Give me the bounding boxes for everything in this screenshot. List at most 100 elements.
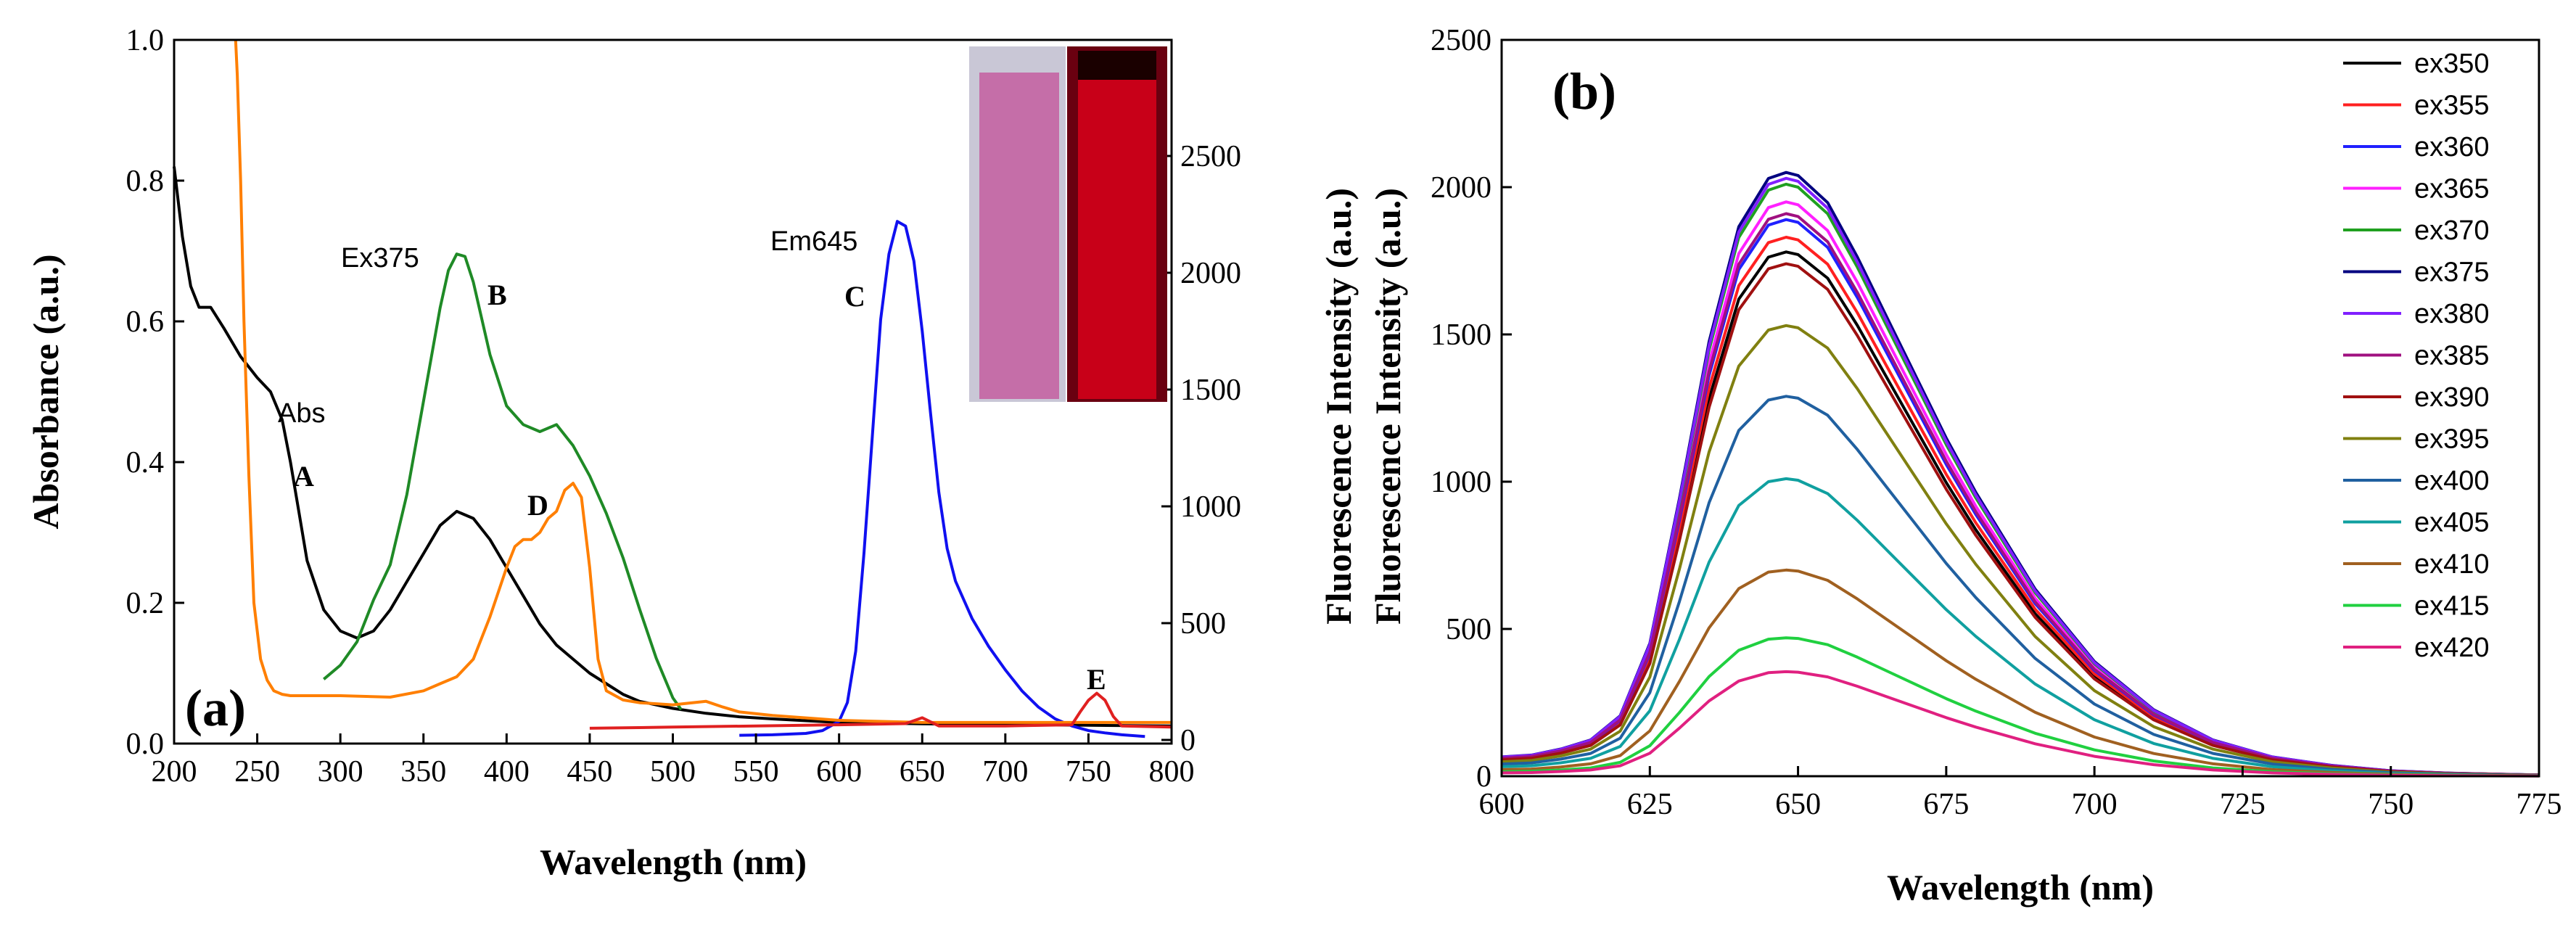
panel-a-series-5	[589, 691, 1172, 730]
a-y-tick-label: 0.8	[126, 165, 165, 198]
panel-a-y-right-ticks: 0 500 1000 1500 2000 2500	[1161, 140, 1241, 757]
b-x-tick-label: 600	[1479, 788, 1525, 821]
a-y-tick-label: 1.0	[126, 24, 165, 57]
panel-b-series-ex380	[1501, 176, 2540, 777]
b-y-tick-label: 2500	[1431, 24, 1491, 57]
legend-label-ex390: ex390	[2414, 382, 2490, 413]
cuvette-daylight	[979, 73, 1059, 399]
b-x-tick-label: 775	[2517, 788, 2562, 821]
legend-label-ex355: ex355	[2414, 91, 2490, 121]
legend-label-ex395: ex395	[2414, 424, 2490, 455]
legend-label-ex360: ex360	[2414, 132, 2490, 162]
legend-label-ex375: ex375	[2414, 258, 2490, 288]
panel-b-series-ex415	[1501, 636, 2540, 778]
a-x-tick-label: 200	[152, 755, 197, 789]
a-y2-tick-label: 2500	[1180, 140, 1241, 173]
legend-label-ex415: ex415	[2414, 591, 2490, 622]
panel-b-x-axis-label: Wavelength (nm)	[1887, 867, 2154, 908]
annotation-c: C	[844, 280, 865, 313]
b-x-tick-label: 700	[2072, 788, 2118, 821]
a-x-tick-label: 650	[900, 755, 945, 789]
panel-b-series-ex410	[1501, 568, 2540, 778]
panel-b-series	[1501, 170, 2540, 778]
b-y-tick-label: 2000	[1431, 171, 1491, 205]
panel-a-series-1	[173, 166, 1172, 728]
b-y-tick-label: 1000	[1431, 466, 1491, 499]
legend-label-ex350: ex350	[2414, 49, 2490, 79]
panel-b-series-ex385	[1501, 212, 2540, 777]
cuvette-uv-cap	[1078, 51, 1156, 80]
panel-b-series-ex405	[1501, 477, 2540, 778]
panel-b-y-ticks: 0 500 1000 1500 2000 2500	[1431, 24, 1512, 794]
a-y2-tick-label: 0	[1180, 724, 1196, 757]
a-y2-tick-label: 500	[1180, 607, 1226, 641]
cuvette-uv	[1078, 73, 1156, 399]
panel-a-series-4	[234, 39, 1172, 724]
b-y-tick-label: 500	[1446, 613, 1491, 646]
panel-a-y-left-label: Absorbance (a.u.)	[25, 254, 66, 529]
annotation-ex375: Ex375	[341, 243, 419, 273]
a-x-tick-label: 700	[982, 755, 1028, 789]
a-x-tick-label: 800	[1149, 755, 1195, 789]
a-y-tick-label: 0.4	[126, 446, 165, 480]
legend-label-ex380: ex380	[2414, 299, 2490, 329]
a-y-tick-label: 0.0	[126, 728, 165, 761]
b-x-tick-label: 725	[2220, 788, 2266, 821]
a-x-tick-label: 400	[484, 755, 530, 789]
a-x-tick-label: 750	[1066, 755, 1111, 789]
panel-a-series-2	[323, 252, 683, 711]
a-x-tick-label: 450	[567, 755, 612, 789]
panel-b-series-ex365	[1501, 200, 2540, 777]
panel-b-series-ex395	[1501, 324, 2540, 777]
panel-a-label: (a)	[185, 679, 246, 737]
a-x-tick-label: 550	[733, 755, 779, 789]
legend-label-ex370: ex370	[2414, 215, 2490, 246]
panel-b-x-ticks: 600 625 650 675 700 725 750 775	[1479, 766, 2562, 821]
panel-a: 200 250 300 350 400 450 500 550 600 650 700 750 800 …	[25, 24, 1359, 882]
annotation-em645: Em645	[770, 226, 857, 257]
panel-b-y-axis-label: Fluorescence Intensity (a.u.)	[1367, 188, 1408, 625]
panel-a-y-right-label: Fluorescence Intensity (a.u.)	[1318, 188, 1359, 625]
a-y2-tick-label: 2000	[1180, 257, 1241, 290]
cuvette-inset	[969, 46, 1167, 402]
a-y2-tick-label: 1500	[1180, 374, 1241, 407]
b-x-tick-label: 675	[1923, 788, 1969, 821]
b-x-tick-label: 650	[1775, 788, 1821, 821]
legend-label-ex365: ex365	[2414, 174, 2490, 205]
legend-label-ex385: ex385	[2414, 341, 2490, 371]
a-y2-tick-label: 1000	[1180, 490, 1241, 524]
panel-a-series-3	[739, 220, 1145, 738]
panel-b-series-ex375	[1501, 170, 2540, 777]
panel-a-x-ticks: 200 250 300 350 400 450 500 550 600 650 700 750 800	[152, 733, 1195, 789]
panel-a-series	[173, 39, 1172, 738]
a-x-tick-label: 250	[234, 755, 280, 789]
legend-label-ex410: ex410	[2414, 549, 2490, 580]
panel-b-series-ex420	[1501, 670, 2540, 778]
b-x-tick-label: 750	[2368, 788, 2414, 821]
b-y-tick-label: 1500	[1431, 318, 1491, 352]
panel-a-x-axis-label: Wavelength (nm)	[540, 841, 807, 882]
panel-b-label: (b)	[1552, 62, 1616, 120]
legend-label-ex400: ex400	[2414, 466, 2490, 496]
a-x-tick-label: 500	[650, 755, 696, 789]
b-y-tick-label: 0	[1476, 760, 1491, 794]
legend-label-ex420: ex420	[2414, 633, 2490, 663]
annotation-e: E	[1087, 663, 1106, 696]
annotation-abs: Abs	[278, 398, 325, 429]
panel-b-legend: ex350 ex355 ex360 ex365 ex370 ex375 ex380 ex385…	[2343, 49, 2490, 663]
legend-label-ex405: ex405	[2414, 508, 2490, 538]
a-x-tick-label: 350	[400, 755, 446, 789]
annotation-a: A	[293, 460, 314, 493]
panel-b-frame	[1500, 38, 2540, 778]
a-y-tick-label: 0.2	[126, 587, 165, 620]
annotation-b: B	[487, 279, 507, 311]
panel-b: 600 625 650 675 700 725 750 775 0 500 1000 1500 200…	[1367, 24, 2562, 908]
a-y-tick-label: 0.6	[126, 305, 165, 339]
panel-b-series-ex390	[1501, 262, 2540, 777]
annotation-d: D	[527, 489, 548, 522]
a-x-tick-label: 300	[318, 755, 363, 789]
panel-b-series-ex400	[1501, 395, 2540, 777]
b-x-tick-label: 625	[1627, 788, 1673, 821]
panel-a-y-left-ticks: 0.0 0.2 0.4 0.6 0.8 1.0	[126, 24, 184, 761]
